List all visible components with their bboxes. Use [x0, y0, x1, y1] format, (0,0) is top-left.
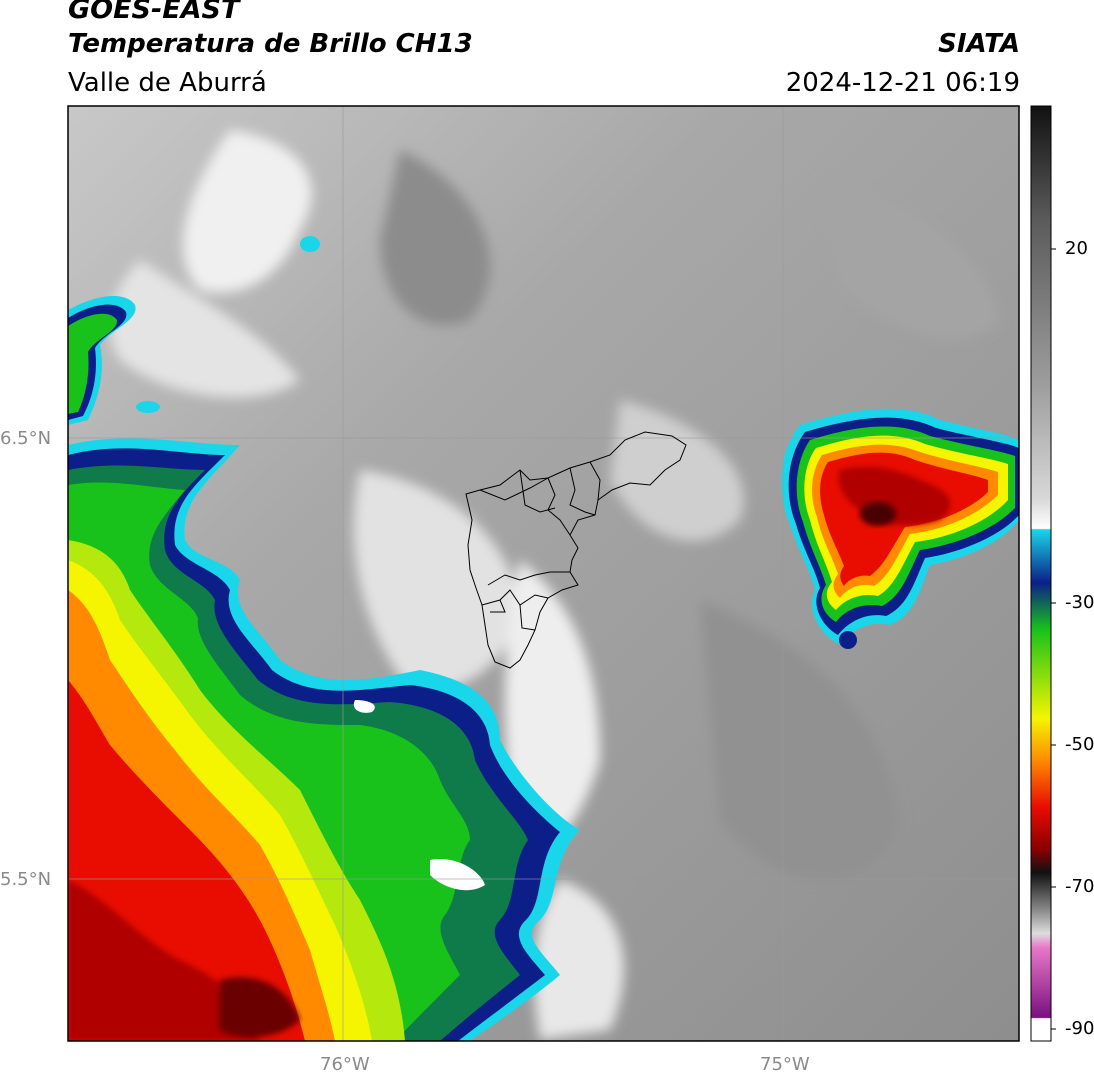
- map-frame: [67, 105, 1020, 1042]
- colorbar-label-minus30: -30: [1065, 592, 1094, 613]
- lat-label-5-5: 5.5°N: [0, 869, 52, 890]
- datetime-label: 2024-12-21 06:19: [785, 68, 1020, 98]
- colorbar: [1030, 105, 1056, 1042]
- brand-label: SIATA: [938, 29, 1020, 59]
- northwest-cell: [68, 236, 320, 425]
- east-convective-cell: [781, 408, 1019, 649]
- colorbar-label-20: 20: [1065, 238, 1088, 259]
- colorbar-label-minus90: -90: [1065, 1018, 1094, 1039]
- colorbar-frame: [1030, 105, 1052, 1042]
- west-convective-system: [68, 438, 580, 1041]
- colorbar-label-minus50: -50: [1065, 734, 1094, 755]
- lat-label-6-5: 6.5°N: [0, 428, 52, 449]
- colorbar-ticks: [1051, 248, 1056, 1030]
- satellite-title: GOES-EAST: [68, 0, 240, 25]
- lon-label-75: 75°W: [760, 1054, 810, 1075]
- colorbar-ramp: [1031, 106, 1051, 1041]
- municipal-boundaries: [465, 431, 687, 669]
- gray-cloud-texture: [109, 130, 1000, 1040]
- colorbar-label-minus70: -70: [1065, 876, 1094, 897]
- product-title: Temperatura de Brillo CH13: [68, 29, 473, 59]
- region-subtitle: Valle de Aburrá: [68, 68, 267, 98]
- lon-label-76: 76°W: [320, 1054, 370, 1075]
- graticule: [68, 106, 1019, 1041]
- map-panel: [68, 106, 1019, 1041]
